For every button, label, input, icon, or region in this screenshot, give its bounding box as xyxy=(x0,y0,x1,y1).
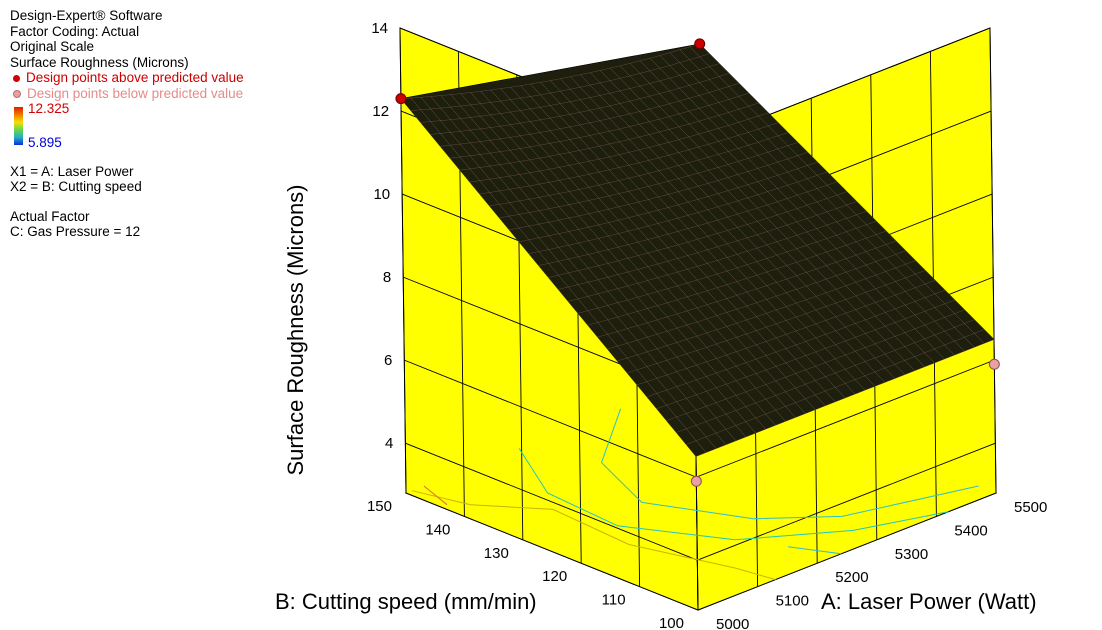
surface-mesh-line xyxy=(479,122,779,195)
surface-mesh-line xyxy=(646,289,946,397)
legend-above: Design points above predicted value xyxy=(10,70,244,86)
design-point-above xyxy=(694,38,706,50)
surface-mesh-line xyxy=(518,161,818,242)
y-tick-label: 140 xyxy=(425,521,450,538)
surface-mesh-line xyxy=(430,73,730,135)
surface-mesh-line xyxy=(489,132,789,207)
surface-mesh-line xyxy=(666,309,965,421)
x-tick-label: 5400 xyxy=(954,522,987,539)
above-point-icon xyxy=(13,74,20,82)
surface-mesh-line xyxy=(636,280,936,385)
y-tick-label: 110 xyxy=(602,592,626,609)
actual-factor-value: C: Gas Pressure = 12 xyxy=(10,224,141,240)
design-points xyxy=(395,38,1000,487)
surface-mesh-line xyxy=(558,201,857,290)
factor-coding: Factor Coding: Actual xyxy=(10,23,140,39)
x-tick-label: 5200 xyxy=(835,569,868,586)
legend-above-label: Design points above predicted value xyxy=(26,70,244,86)
surface-mesh-line xyxy=(420,63,720,123)
surface-mesh-line xyxy=(587,230,887,326)
surface-mesh-line xyxy=(459,102,759,171)
y-axis-label: B: Cutting speed (mm/min) xyxy=(275,589,537,614)
grid-line xyxy=(399,27,407,494)
z-tick-label: 4 xyxy=(385,435,393,452)
surface-mesh-line xyxy=(450,92,749,159)
colorbar-min: 5.895 xyxy=(28,134,62,150)
colorbar-legend: 12.325 5.895 xyxy=(10,100,244,150)
surface-mesh-line xyxy=(627,270,926,374)
surface-mesh-line xyxy=(686,329,985,445)
y-tick-label: 100 xyxy=(659,615,684,630)
surface-mesh-line xyxy=(538,181,838,266)
surface-mesh-line xyxy=(528,171,828,254)
surface-mesh-line xyxy=(469,112,769,183)
z-tick-label: 6 xyxy=(384,352,392,369)
z-tick-label: 14 xyxy=(371,20,388,37)
x-tick-label: 5000 xyxy=(716,616,749,630)
surface-mesh-line xyxy=(568,211,867,302)
z-tick-label: 8 xyxy=(383,269,391,286)
y-tick-label: 150 xyxy=(367,498,392,515)
surface-mesh-line xyxy=(676,319,975,433)
surface-mesh-line xyxy=(440,83,740,147)
contour-line xyxy=(411,490,776,581)
x1-label: X1 = A: Laser Power xyxy=(10,163,134,179)
surface-mesh-line xyxy=(695,339,995,457)
y-tick-label: 130 xyxy=(484,545,509,562)
tick-labels: 4 6 8 10 12 14 5000 5100 5200 5300 5400 5500 100 110 1… xyxy=(367,20,1047,630)
surface-mesh-line xyxy=(617,260,916,362)
z-axis-label: Surface Roughness (Microns) xyxy=(283,184,308,475)
surface-mesh-line xyxy=(410,53,710,111)
x-tick-label: 5100 xyxy=(776,593,809,610)
contour-line xyxy=(518,448,949,541)
z-tick-label: 10 xyxy=(373,186,390,203)
z-tick-label: 12 xyxy=(372,103,389,120)
contour-line xyxy=(788,546,842,555)
surface-mesh-line xyxy=(509,152,808,230)
surface-mesh-line xyxy=(499,142,798,218)
legend-below: Design points below predicted value xyxy=(10,86,244,102)
legend-below-label: Design points below predicted value xyxy=(27,85,244,101)
info-panel: Design-Expert® Software Factor Coding: A… xyxy=(10,8,244,240)
surface-mesh-line xyxy=(597,240,896,338)
x-tick-label: 5300 xyxy=(895,546,928,563)
surface-mesh-line xyxy=(577,221,877,314)
contour-line xyxy=(600,408,979,520)
design-point-below xyxy=(690,475,702,487)
grid-line xyxy=(989,27,997,494)
surface-mesh-line xyxy=(656,299,955,409)
scale-label: Original Scale xyxy=(10,39,95,55)
grid-line xyxy=(404,359,697,478)
actual-factor-heading: Actual Factor xyxy=(10,208,90,224)
y-tick-label: 120 xyxy=(542,568,567,585)
grid-line xyxy=(696,359,995,478)
colorbar-max: 12.325 xyxy=(28,100,70,116)
response-label: Surface Roughness (Microns) xyxy=(10,54,189,70)
design-point-above xyxy=(395,93,407,105)
surface-mesh-line xyxy=(607,250,906,350)
design-point-below xyxy=(988,358,1000,370)
surface-mesh-line xyxy=(548,191,847,278)
contour-line xyxy=(423,485,448,506)
below-point-icon xyxy=(13,89,21,98)
grid-line xyxy=(405,442,698,561)
x2-label: X2 = B: Cutting speed xyxy=(10,179,142,195)
software-name: Design-Expert® Software xyxy=(10,8,163,23)
x-tick-label: 5500 xyxy=(1014,499,1047,516)
grid-line xyxy=(697,442,996,561)
colorbar xyxy=(14,106,23,145)
floor-contours xyxy=(411,408,979,581)
x-axis-label: A: Laser Power (Watt) xyxy=(821,589,1037,614)
surface-mesh-line xyxy=(400,43,700,99)
